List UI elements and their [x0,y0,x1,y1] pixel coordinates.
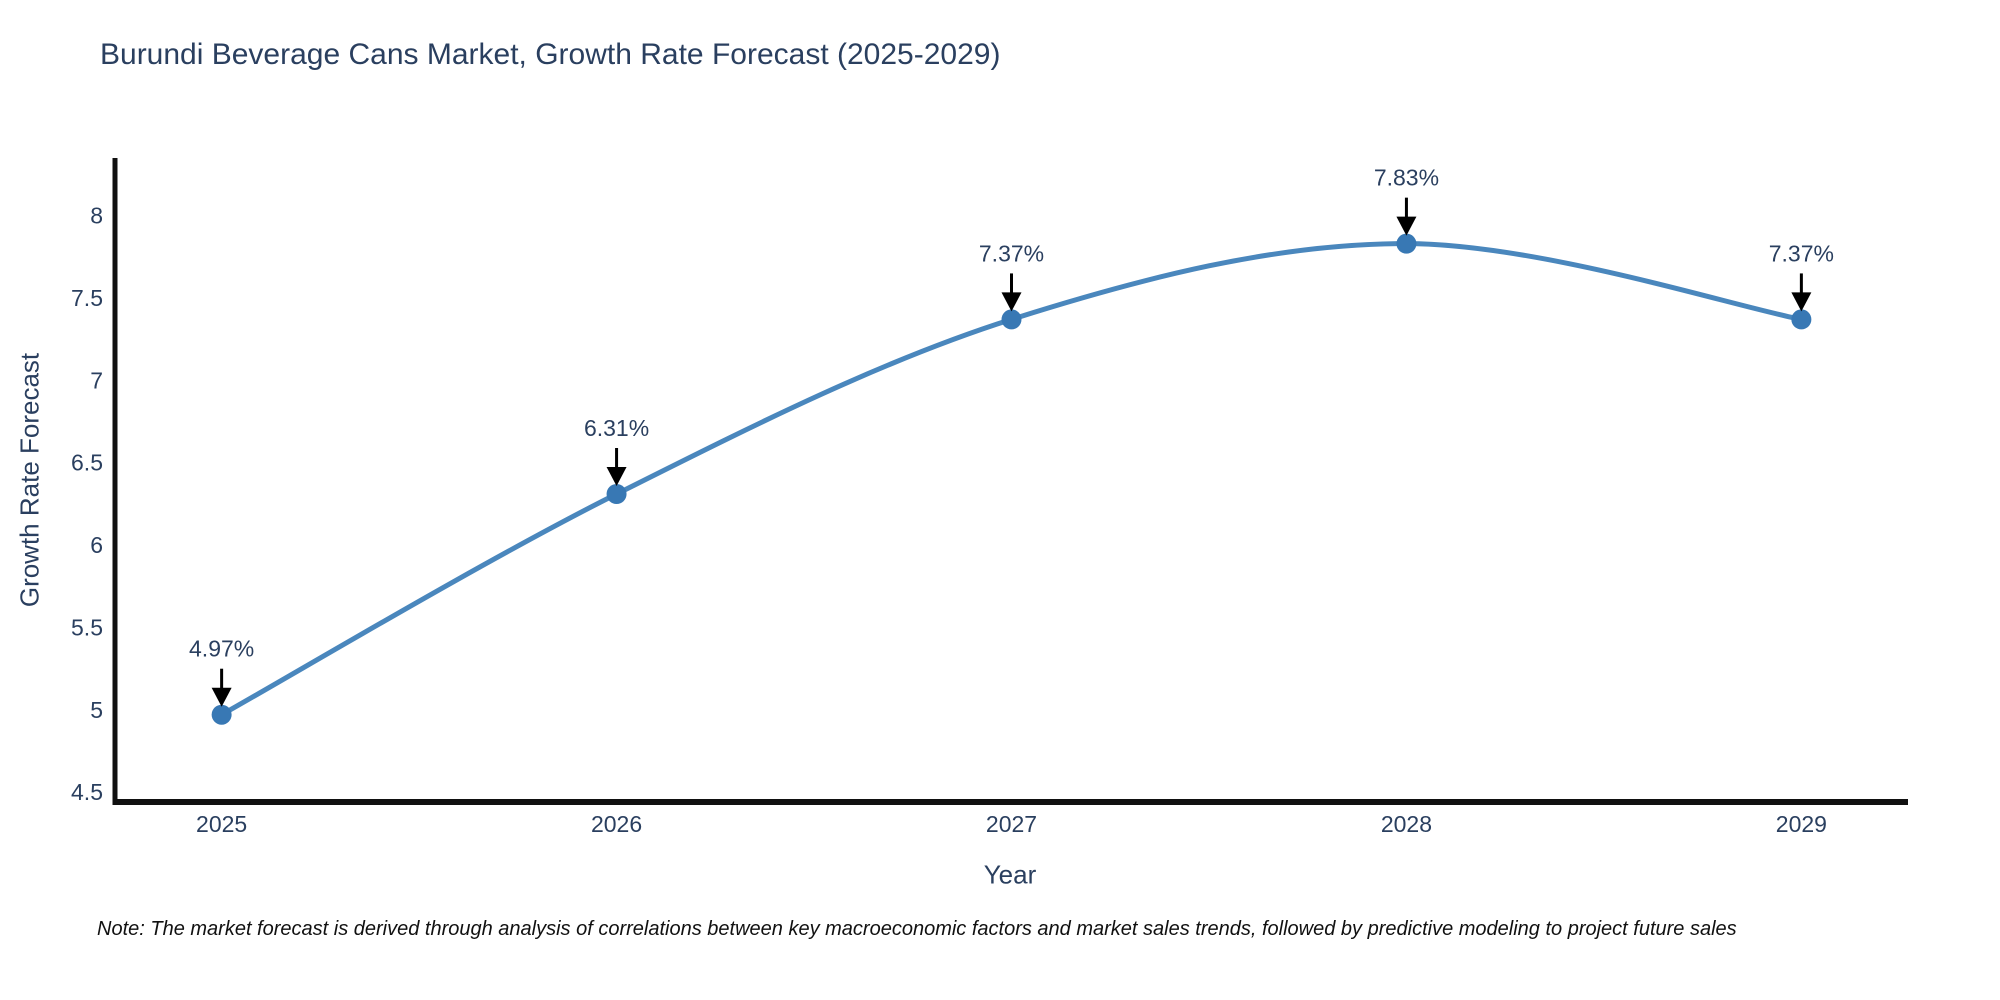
point-annotation-label: 7.37% [1769,240,1834,266]
annotation-arrow-head [1396,216,1417,236]
x-tick-label: 2029 [1776,811,1827,837]
x-axis-title: Year [983,859,1037,890]
chart-title: Burundi Beverage Cans Market, Growth Rat… [100,38,1001,71]
annotation-arrow-head [1001,292,1022,312]
annotation-arrow-head [606,467,627,486]
y-tick-label: 8 [90,203,103,229]
data-point[interactable] [211,704,232,725]
y-tick-label: 5 [90,697,103,723]
data-point[interactable] [1001,309,1022,330]
point-annotation-label: 6.31% [584,415,649,441]
x-tick-label: 2027 [986,811,1037,837]
y-tick-label: 5.5 [71,614,103,640]
y-tick-label: 7 [90,367,103,393]
x-tick-label: 2025 [196,811,247,837]
x-tick-label: 2028 [1381,811,1432,837]
annotation-arrow-head [1791,292,1812,312]
y-tick-label: 4.5 [71,779,103,805]
y-tick-label: 6 [90,532,103,558]
annotation-arrow-head [211,687,232,707]
y-tick-label: 7.5 [71,285,103,311]
data-point[interactable] [1396,233,1417,254]
x-tick-label: 2026 [591,811,642,837]
point-annotation-label: 7.83% [1374,165,1439,191]
data-point[interactable] [606,484,627,504]
footnote: Note: The market forecast is derived thr… [97,918,1737,940]
data-point[interactable] [1791,309,1812,330]
y-tick-label: 6.5 [71,450,103,476]
point-annotation-label: 4.97% [189,636,254,662]
point-annotation-label: 7.37% [979,240,1044,266]
